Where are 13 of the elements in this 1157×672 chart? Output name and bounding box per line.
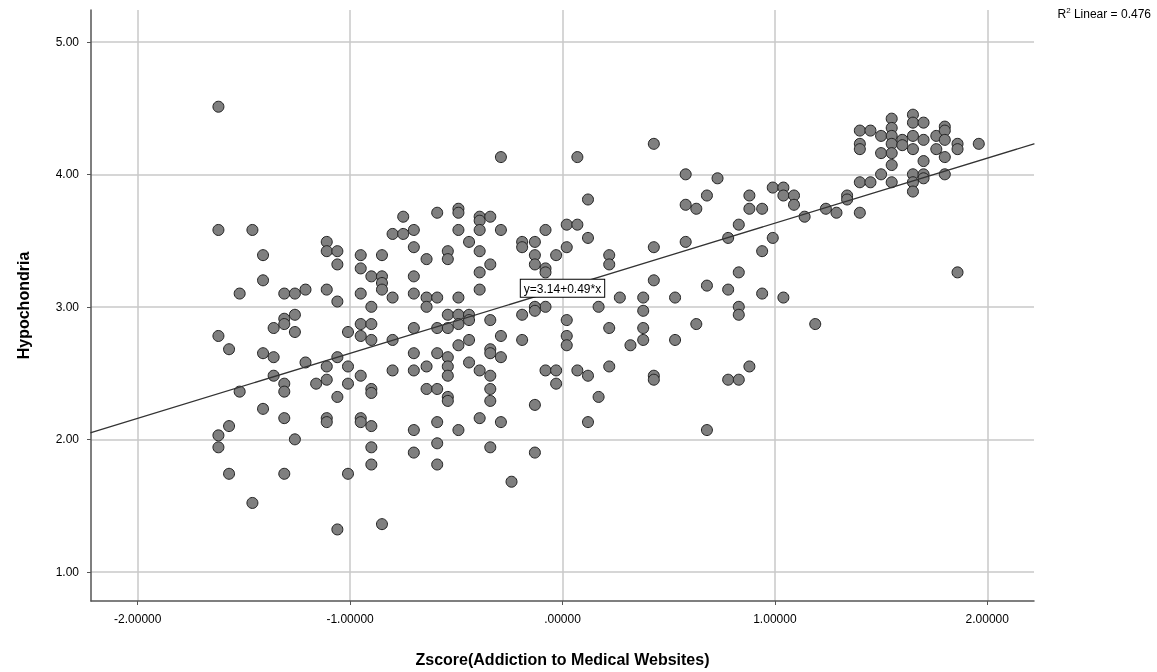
x-tick-label: -1.00000	[326, 612, 375, 626]
x-tick-label: -2.00000	[114, 612, 162, 626]
y-tick-label: 2.00	[55, 432, 80, 447]
y-tick-label: 4.00	[55, 167, 80, 182]
x-tick-label: .00000	[544, 612, 582, 626]
annotation: y=3.14+0.49*x	[523, 281, 602, 296]
y-axis-title: Hypochondria	[14, 251, 32, 360]
y-tick-label: 5.00	[55, 34, 80, 49]
x-tick-label: 2.00000	[965, 612, 1010, 626]
y-tick-label: 3.00	[55, 299, 80, 314]
y-tick-label: 1.00	[55, 564, 80, 579]
x-tick-label: 1.00000	[753, 612, 797, 626]
x-axis-title: Zscore(Addiction to Medical Websites)	[415, 650, 710, 668]
